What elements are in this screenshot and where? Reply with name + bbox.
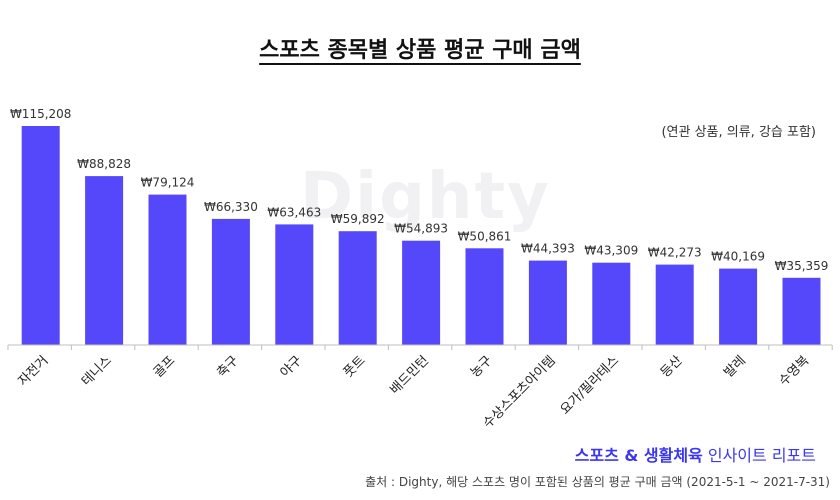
x-ticks-group <box>7 345 833 350</box>
source-note: 출처 : Dighty, 해당 스포츠 명이 포함된 상품의 평균 구매 금액 … <box>365 475 830 489</box>
bar-7 <box>465 248 504 345</box>
chart-note: (연관 상품, 의류, 강습 포함) <box>661 125 816 140</box>
chart-title: 스포츠 종목별 상품 평균 구매 금액 <box>259 38 581 63</box>
value-label-10: ₩42,273 <box>648 246 702 260</box>
value-label-6: ₩54,893 <box>394 222 448 236</box>
bar-6 <box>402 240 441 345</box>
category-label-1: 테니스 <box>79 353 115 389</box>
brand-light: 인사이트 리포트 <box>702 446 816 465</box>
value-label-8: ₩44,393 <box>521 242 575 256</box>
bar-0 <box>21 126 60 345</box>
value-label-0: ₩115,208 <box>10 107 72 121</box>
category-label-4: 야구 <box>278 353 306 381</box>
bar-3 <box>211 218 250 345</box>
category-label-12: 수영복 <box>776 353 812 389</box>
value-label-3: ₩66,330 <box>204 200 258 214</box>
bar-5 <box>338 231 377 345</box>
value-label-2: ₩79,124 <box>141 176 195 190</box>
bar-2 <box>148 194 187 345</box>
bar-9 <box>592 262 631 345</box>
value-label-4: ₩63,463 <box>267 205 321 219</box>
bar-10 <box>655 264 694 345</box>
bar-11 <box>719 268 758 345</box>
bar-8 <box>528 260 567 345</box>
brand-footer: 스포츠 & 생활체육 인사이트 리포트 <box>575 442 816 466</box>
value-labels-group: ₩115,208 ₩88,828 ₩79,124 ₩66,330 ₩63,463 ₩59,… <box>10 107 828 273</box>
watermark-logo: Dighty <box>300 160 551 234</box>
value-label-12: ₩35,359 <box>775 259 829 273</box>
category-label-0: 자전거 <box>16 353 52 389</box>
category-label-7: 농구 <box>468 353 496 381</box>
value-label-11: ₩40,169 <box>711 250 765 264</box>
category-label-11: 발레 <box>721 353 749 381</box>
category-label-10: 등산 <box>658 353 686 381</box>
category-label-6: 배드민턴 <box>387 353 431 397</box>
bars-group <box>21 126 821 345</box>
category-label-9: 요가/필라테스 <box>558 353 622 417</box>
category-label-5: 풋트 <box>341 353 369 381</box>
value-label-9: ₩43,309 <box>584 244 638 258</box>
value-label-1: ₩88,828 <box>77 157 131 171</box>
value-label-7: ₩50,861 <box>458 229 512 243</box>
bar-12 <box>782 277 821 345</box>
value-label-5: ₩59,892 <box>331 212 385 226</box>
brand-bold: 스포츠 & 생활체육 <box>574 446 703 465</box>
bar-1 <box>85 176 124 345</box>
category-label-3: 축구 <box>214 353 242 381</box>
bar-4 <box>275 224 314 345</box>
category-label-2: 골프 <box>151 353 179 381</box>
